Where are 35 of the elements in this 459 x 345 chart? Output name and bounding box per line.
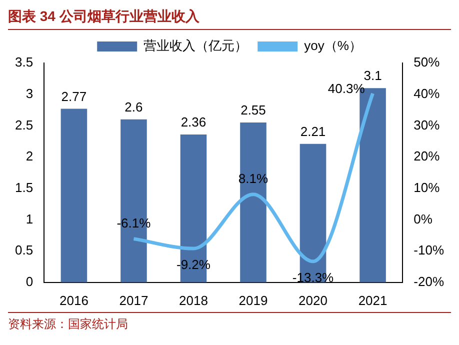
bar [60, 108, 88, 282]
data-label: 2.21 [300, 124, 326, 139]
legend-label: yoy（%） [304, 38, 362, 54]
y2-tick-label: 0% [414, 211, 433, 226]
x-tick-label: 2018 [179, 292, 208, 308]
y-tick-label: 2 [26, 148, 34, 164]
y-tick-label: 0 [26, 274, 34, 289]
y-tick-label: 3 [26, 86, 34, 101]
x-tick-label: 2016 [59, 292, 88, 308]
data-label: 2.36 [180, 114, 206, 130]
y2-tick-label: 50% [414, 54, 440, 70]
x-tick-label: 2021 [358, 292, 388, 308]
y-tick-label: 1 [26, 211, 34, 226]
bar [240, 122, 266, 282]
text: 资料来源：国家统计局 [8, 312, 451, 333]
data-label: 3.1 [364, 68, 382, 84]
y2-tick-label: 30% [414, 117, 440, 132]
data-label: 2.55 [240, 102, 266, 118]
chart-title: 图表 34 公司烟草行业营业收入 [8, 8, 451, 30]
x-tick-label: 2019 [238, 292, 268, 308]
y2-tick-label: -10% [414, 242, 444, 258]
y-tick-label: 0.5 [14, 242, 34, 258]
y-tick-label: 1.5 [14, 180, 34, 195]
y2-tick-label: -20% [414, 274, 444, 289]
x-tick-label: 2020 [298, 292, 328, 308]
y2-tick-label: 40% [414, 86, 440, 101]
y2-tick-label: 20% [414, 148, 440, 164]
data-label: 2.6 [124, 99, 143, 114]
data-label: 2.77 [61, 88, 87, 104]
x-tick-label: 2017 [119, 292, 148, 308]
y-tick-label: 2.5 [14, 117, 34, 132]
y2-tick-label: 10% [414, 180, 440, 195]
legend-label: 营业收入（亿元） [144, 38, 248, 54]
data-label: 40.3% [328, 80, 366, 96]
y-tick-label: 3.5 [14, 54, 34, 70]
